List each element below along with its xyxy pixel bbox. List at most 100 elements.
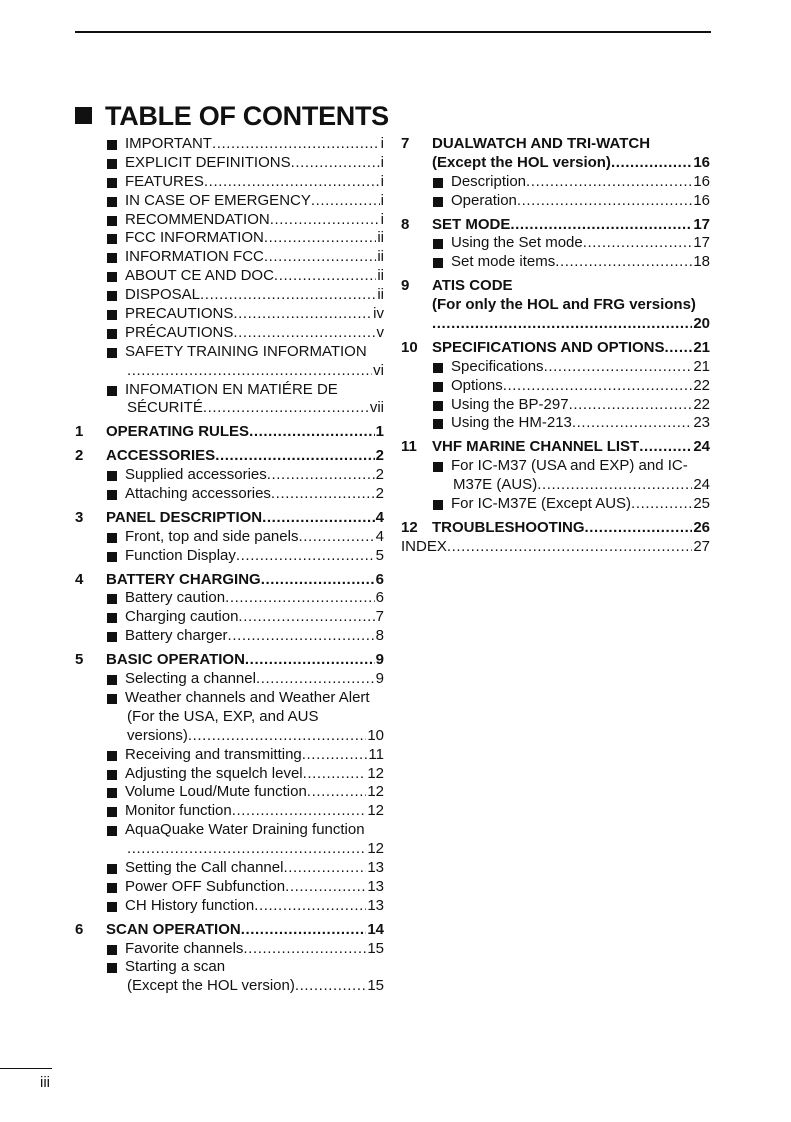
toc-section[interactable]: 7 DUALWATCH AND TRI-WATCH (Except the HOL …	[401, 135, 710, 173]
dot-leader	[307, 783, 367, 802]
square-bullet-icon	[433, 196, 443, 207]
toc-line: SÉCURITÉ vii	[75, 399, 384, 418]
toc-line: Battery charger 8	[75, 627, 384, 646]
entry-title: Using the HM-213	[451, 414, 572, 432]
toc-item[interactable]: Supplied accessories 2	[75, 466, 384, 485]
toc-item[interactable]: Battery caution 6	[75, 589, 384, 608]
toc-line: Selecting a channel 9	[75, 670, 384, 689]
toc-item[interactable]: PRÉCAUTIONS v	[75, 324, 384, 343]
dot-leader	[245, 651, 375, 670]
toc-item[interactable]: ABOUT CE AND DOC ii	[75, 267, 384, 286]
toc-item[interactable]: FCC INFORMATION ii	[75, 229, 384, 248]
square-bullet-icon	[107, 490, 117, 501]
entry-title: Supplied accessories	[125, 466, 267, 484]
entry-title: Front, top and side panels	[125, 527, 299, 545]
toc-line: Charging caution 7	[75, 608, 384, 627]
entry-title: For IC-M37E (Except AUS)	[451, 495, 632, 513]
toc-item[interactable]: INFORMATION FCC ii	[75, 248, 384, 267]
toc-line: (Except the HOL version) 15	[75, 977, 384, 996]
section-number: 2	[75, 447, 84, 465]
toc-item[interactable]: Using the Set mode 17	[401, 234, 710, 253]
toc-item[interactable]: Attaching accessories 2	[75, 485, 384, 504]
dot-leader	[302, 746, 368, 765]
toc-item[interactable]: PRECAUTIONS iv	[75, 305, 384, 324]
square-bullet-icon	[433, 362, 443, 373]
toc-line: INFOMATION EN MATIÉRE DE	[75, 381, 384, 400]
toc-item[interactable]: Volume Loud/Mute function 12	[75, 783, 384, 802]
toc-section[interactable]: 1 OPERATING RULES 1	[75, 423, 384, 442]
toc-item[interactable]: SAFETY TRAINING INFORMATION vi	[75, 343, 384, 381]
toc-item[interactable]: Receiving and transmitting 11	[75, 746, 384, 765]
toc-item[interactable]: Function Display 5	[75, 547, 384, 566]
page-ref: v	[376, 323, 385, 341]
toc-item[interactable]: Front, top and side panels 4	[75, 528, 384, 547]
toc-section[interactable]: 3 PANEL DESCRIPTION 4	[75, 509, 384, 528]
toc-item[interactable]: Specifications 21	[401, 358, 710, 377]
toc-item[interactable]: IMPORTANT i	[75, 135, 384, 154]
toc-item[interactable]: Description 16	[401, 173, 710, 192]
page-ref: 13	[367, 896, 384, 914]
section-number: 10	[401, 338, 418, 356]
toc-item[interactable]: Starting a scan(Except the HOL version) 1…	[75, 958, 384, 996]
toc-item[interactable]: Weather channels and Weather Alert (For t…	[75, 689, 384, 746]
toc-item[interactable]: For IC-M37 (USA and EXP) and IC- M37E (AU…	[401, 457, 710, 495]
toc-item[interactable]: Using the BP-297 22	[401, 396, 710, 415]
toc-item[interactable]: AquaQuake Water Draining function12	[75, 821, 384, 859]
toc-item[interactable]: Setting the Call channel 13	[75, 859, 384, 878]
square-bullet-icon	[107, 177, 117, 188]
page-ref: 12	[367, 783, 384, 801]
toc-section[interactable]: 9 ATIS CODE (For only the HOL and FRG vers…	[401, 277, 710, 334]
toc-item[interactable]: Power OFF Subfunction 13	[75, 878, 384, 897]
toc-item[interactable]: Selecting a channel 9	[75, 670, 384, 689]
toc-item[interactable]: Battery charger 8	[75, 627, 384, 646]
toc-section[interactable]: 4 BATTERY CHARGING 6	[75, 571, 384, 590]
toc-item[interactable]: DISPOSAL ii	[75, 286, 384, 305]
toc-line: FCC INFORMATION ii	[75, 229, 384, 248]
toc-line: IMPORTANT i	[75, 135, 384, 154]
toc-item[interactable]: Monitor function 12	[75, 802, 384, 821]
toc-item[interactable]: For IC-M37E (Except AUS) 25	[401, 495, 710, 514]
toc-section[interactable]: 2 ACCESSORIES 2	[75, 447, 384, 466]
entry-title: For IC-M37 (USA and EXP) and IC-	[451, 457, 688, 475]
square-bullet-icon	[107, 215, 117, 226]
entry-title: PRECAUTIONS	[125, 305, 234, 323]
toc-line: M37E (AUS) 24	[401, 476, 710, 495]
page-ref: 21	[693, 338, 710, 356]
toc-section[interactable]: 12 TROUBLESHOOTING 26	[401, 519, 710, 538]
toc-item[interactable]: EXPLICIT DEFINITIONS i	[75, 154, 384, 173]
toc-item[interactable]: RECOMMENDATION i	[75, 211, 384, 230]
page-ref: i	[380, 191, 384, 209]
toc-item[interactable]: Charging caution 7	[75, 608, 384, 627]
toc-item[interactable]: IN CASE OF EMERGENCY i	[75, 192, 384, 211]
toc-item[interactable]: Operation 16	[401, 192, 710, 211]
toc-line: VHF MARINE CHANNEL LIST 24	[401, 438, 710, 457]
page-ref: 12	[367, 764, 384, 782]
toc-item[interactable]: Adjusting the squelch level 12	[75, 765, 384, 784]
page-ref: 9	[375, 651, 384, 669]
toc-item[interactable]: FEATURES i	[75, 173, 384, 192]
toc-item[interactable]: Options 22	[401, 377, 710, 396]
page-ref: 22	[693, 395, 710, 413]
toc-section[interactable]: 8 SET MODE 17	[401, 216, 710, 235]
dot-leader	[204, 173, 380, 192]
square-bullet-icon	[107, 788, 117, 799]
entry-title: SCAN OPERATION	[106, 920, 241, 938]
toc-section[interactable]: 10 SPECIFICATIONS AND OPTIONS 21	[401, 339, 710, 358]
toc-item[interactable]: Favorite channels 15	[75, 940, 384, 959]
toc-section[interactable]: 11 VHF MARINE CHANNEL LIST 24	[401, 438, 710, 457]
square-bullet-icon	[107, 882, 117, 893]
toc-item[interactable]: Set mode items 18	[401, 253, 710, 272]
toc-line: (Except the HOL version) 16	[401, 154, 710, 173]
toc-section[interactable]: 5 BASIC OPERATION 9	[75, 651, 384, 670]
dot-leader	[270, 211, 380, 230]
entry-title: IMPORTANT	[125, 135, 212, 152]
entry-title: EXPLICIT DEFINITIONS	[125, 153, 291, 171]
toc-index[interactable]: INDEX 27	[401, 538, 710, 557]
square-bullet-icon	[75, 107, 92, 124]
toc-item[interactable]: CH History function 13	[75, 897, 384, 916]
toc-item[interactable]: Using the HM-213 23	[401, 414, 710, 433]
toc-section[interactable]: 6 SCAN OPERATION 14	[75, 921, 384, 940]
dot-leader	[447, 538, 692, 557]
page-ref: 4	[375, 508, 384, 526]
